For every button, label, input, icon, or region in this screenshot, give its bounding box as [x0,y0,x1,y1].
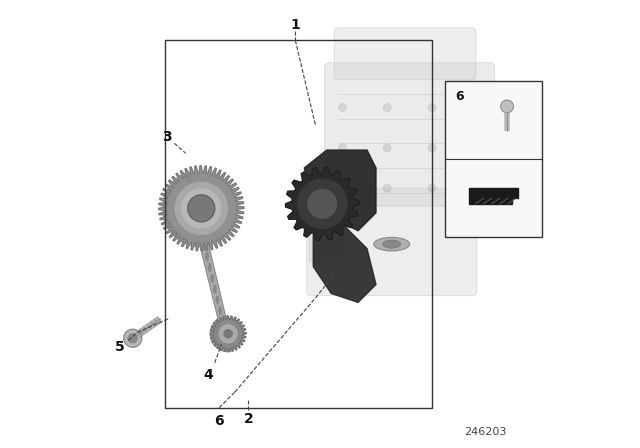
Ellipse shape [339,103,346,112]
Text: 6: 6 [455,90,464,103]
FancyBboxPatch shape [309,177,344,262]
Polygon shape [285,167,359,241]
Ellipse shape [383,144,391,152]
Polygon shape [314,213,376,302]
Bar [165,40,432,408]
Ellipse shape [428,103,436,112]
FancyBboxPatch shape [334,28,476,80]
Text: 246203: 246203 [465,427,507,437]
Polygon shape [188,195,215,222]
Ellipse shape [383,103,391,112]
Ellipse shape [428,144,436,152]
Bar [445,81,541,237]
Polygon shape [182,189,221,228]
Text: 4: 4 [203,368,213,383]
Text: 3: 3 [162,129,172,144]
Ellipse shape [374,237,410,251]
Ellipse shape [383,240,401,248]
Text: 1: 1 [291,17,300,32]
Polygon shape [308,190,337,218]
Polygon shape [220,325,237,343]
Polygon shape [224,330,232,338]
Ellipse shape [383,184,391,192]
Ellipse shape [339,184,346,192]
Ellipse shape [428,184,436,192]
Polygon shape [175,182,227,234]
Polygon shape [128,334,138,343]
FancyBboxPatch shape [307,188,477,296]
Polygon shape [124,329,141,347]
Polygon shape [469,189,518,203]
Polygon shape [298,179,347,228]
Polygon shape [210,316,246,352]
Text: 2: 2 [243,412,253,426]
Text: 6: 6 [214,414,224,428]
Polygon shape [305,150,376,231]
Ellipse shape [339,144,346,152]
Polygon shape [500,100,513,112]
Polygon shape [159,166,244,251]
Text: 5: 5 [115,340,124,354]
FancyBboxPatch shape [324,63,495,206]
